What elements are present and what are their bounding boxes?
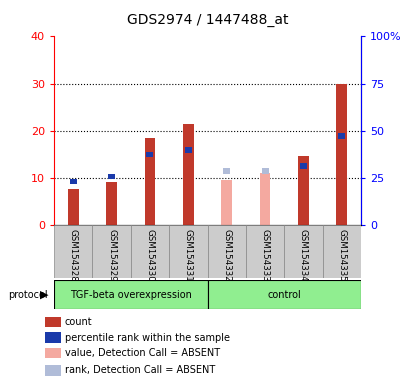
Bar — [221, 180, 232, 225]
FancyBboxPatch shape — [169, 225, 208, 278]
FancyBboxPatch shape — [54, 280, 208, 309]
Text: GSM154329: GSM154329 — [107, 229, 116, 281]
Text: GSM154335: GSM154335 — [337, 229, 347, 282]
Text: GSM154333: GSM154333 — [261, 229, 270, 282]
Bar — [223, 168, 230, 174]
Bar — [338, 133, 345, 139]
Text: ▶: ▶ — [40, 290, 49, 300]
Text: GSM154330: GSM154330 — [145, 229, 154, 282]
Bar — [70, 179, 77, 184]
Bar — [68, 189, 78, 225]
Text: percentile rank within the sample: percentile rank within the sample — [65, 333, 230, 343]
Bar — [106, 182, 117, 225]
Text: rank, Detection Call = ABSENT: rank, Detection Call = ABSENT — [65, 365, 215, 375]
FancyBboxPatch shape — [284, 225, 323, 278]
Text: GSM154328: GSM154328 — [68, 229, 78, 282]
Bar — [260, 173, 271, 225]
Bar — [146, 152, 154, 157]
Bar — [45, 348, 61, 359]
Text: GDS2974 / 1447488_at: GDS2974 / 1447488_at — [127, 13, 288, 27]
Bar — [300, 164, 307, 169]
Text: value, Detection Call = ABSENT: value, Detection Call = ABSENT — [65, 348, 220, 358]
Text: count: count — [65, 317, 93, 327]
Bar — [108, 174, 115, 179]
FancyBboxPatch shape — [93, 225, 131, 278]
Text: protocol: protocol — [8, 290, 48, 300]
FancyBboxPatch shape — [323, 225, 361, 278]
FancyBboxPatch shape — [131, 225, 169, 278]
Bar — [261, 168, 269, 174]
Text: TGF-beta overexpression: TGF-beta overexpression — [70, 290, 192, 300]
Bar — [183, 124, 194, 225]
Bar — [45, 365, 61, 376]
Bar — [298, 156, 309, 225]
Text: GSM154332: GSM154332 — [222, 229, 231, 282]
Text: control: control — [267, 290, 301, 300]
Text: GSM154331: GSM154331 — [184, 229, 193, 282]
Bar — [45, 332, 61, 343]
FancyBboxPatch shape — [208, 225, 246, 278]
Bar — [45, 316, 61, 327]
Bar — [185, 147, 192, 153]
FancyBboxPatch shape — [246, 225, 284, 278]
FancyBboxPatch shape — [54, 225, 93, 278]
Bar — [337, 84, 347, 225]
FancyBboxPatch shape — [208, 280, 361, 309]
Bar — [144, 137, 155, 225]
Text: GSM154334: GSM154334 — [299, 229, 308, 282]
